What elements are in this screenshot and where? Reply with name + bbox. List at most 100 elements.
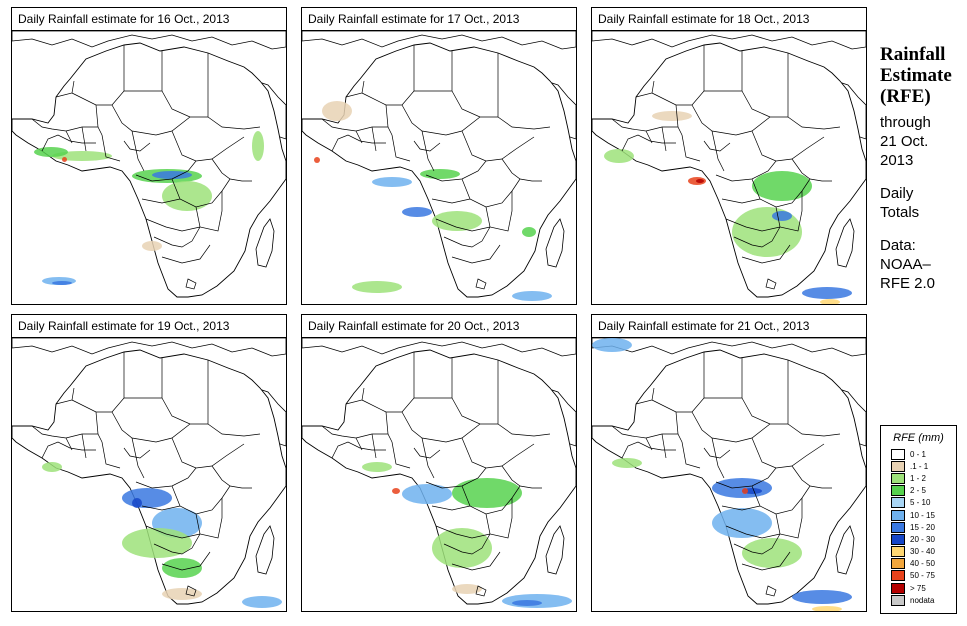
legend-swatch (891, 485, 905, 497)
rainfall-patch (152, 171, 192, 179)
country-border (721, 198, 761, 204)
legend-label: 2 - 5 (910, 486, 927, 496)
legend-item: nodata (891, 594, 956, 606)
africa-coastline (592, 42, 866, 298)
rainfall-patch (432, 528, 492, 568)
country-border (413, 140, 441, 152)
data-source-line2: NOAA– (880, 256, 931, 273)
country-border (775, 191, 803, 232)
legend-item: 40 - 50 (891, 558, 956, 570)
legend-swatch (891, 509, 905, 521)
rainfall-patch (122, 488, 172, 508)
rainfall-patch (742, 538, 802, 568)
rainfall-patch (452, 478, 522, 508)
legend-item: .1 - 1 (891, 460, 956, 472)
rainfall-patch (802, 287, 852, 299)
country-border (413, 447, 441, 459)
legend-label: > 75 (910, 583, 926, 593)
country-border (751, 437, 825, 469)
madagascar-outline (255, 525, 275, 575)
country-border (691, 104, 771, 136)
country-border (161, 551, 211, 571)
country-border (401, 411, 481, 443)
rainfall-patch (712, 508, 772, 538)
country-border (725, 525, 781, 539)
country-border (185, 278, 197, 290)
legend-label: 1 - 2 (910, 473, 927, 483)
country-border (787, 116, 841, 130)
country-border (721, 505, 761, 511)
country-border (765, 278, 777, 290)
rainfall-patch (772, 211, 792, 221)
country-border (691, 411, 771, 443)
country-border (461, 485, 521, 515)
through-label: through (880, 114, 931, 131)
legend-label: 50 - 75 (910, 571, 935, 581)
legend-item: 1 - 2 (891, 472, 956, 484)
rainfall-patch (820, 299, 840, 304)
rainfall-patch (696, 179, 704, 183)
country-border (355, 126, 411, 162)
legend-label: nodata (910, 595, 935, 605)
rainfall-patch (592, 338, 632, 352)
country-border (65, 433, 121, 469)
country-border (787, 423, 841, 437)
country-border (123, 140, 151, 152)
rainfall-patch (512, 600, 542, 606)
country-border (733, 533, 781, 555)
country-border (321, 425, 388, 439)
country-border (195, 498, 223, 539)
europe-outline (302, 338, 576, 357)
legend-label: 20 - 30 (910, 534, 935, 544)
country-border (461, 178, 521, 208)
rainfall-patch (432, 211, 482, 231)
rainfall-patch (162, 181, 212, 211)
rainfall-patch (512, 291, 552, 301)
rainfall-patch (52, 281, 72, 285)
africa-rainfall-map (592, 338, 866, 611)
africa-rainfall-map (302, 31, 576, 304)
country-border (207, 423, 261, 437)
country-border (741, 551, 791, 571)
rainfall-patch (132, 498, 142, 508)
country-border (145, 218, 201, 232)
madagascar-outline (255, 218, 275, 268)
rainfall-patch (402, 207, 432, 217)
country-border (145, 525, 201, 539)
country-border (435, 525, 491, 539)
country-border (111, 411, 191, 443)
africa-coastline (302, 349, 576, 605)
rainfall-patch (712, 478, 772, 498)
rainfall-patch (752, 171, 812, 201)
africa-rainfall-map (592, 31, 866, 304)
country-border (765, 585, 777, 597)
country-border (711, 130, 725, 172)
legend-swatch (891, 570, 905, 582)
country-border (207, 116, 261, 130)
country-border (111, 104, 191, 136)
country-border (497, 116, 551, 130)
country-border (703, 447, 731, 459)
africa-rainfall-map (12, 338, 286, 611)
country-border (65, 126, 121, 162)
map-panel-17-oct: Daily Rainfall estimate for 17 Oct., 201… (301, 7, 577, 305)
country-border (123, 447, 151, 459)
rainfall-patch (34, 147, 68, 157)
legend-swatch (891, 448, 905, 460)
rainfall-patch (402, 484, 452, 504)
panel-title: Daily Rainfall estimate for 17 Oct., 201… (302, 8, 576, 31)
side-annotation: Rainfall Estimate (RFE) through 21 Oct. … (880, 44, 966, 293)
europe-outline (592, 31, 866, 50)
country-border (153, 533, 201, 555)
map-panel-21-oct: Daily Rainfall estimate for 21 Oct., 201… (591, 314, 867, 612)
main-title-line2: Estimate (880, 65, 952, 86)
legend-item: 50 - 75 (891, 570, 956, 582)
rainfall-patch (142, 241, 162, 251)
country-border (421, 437, 435, 479)
legend-swatch (891, 594, 905, 606)
country-border (451, 244, 501, 264)
rainfall-patch (612, 458, 642, 468)
country-border (171, 178, 231, 208)
legend-item: 0 - 1 (891, 448, 956, 460)
country-border (31, 118, 98, 132)
